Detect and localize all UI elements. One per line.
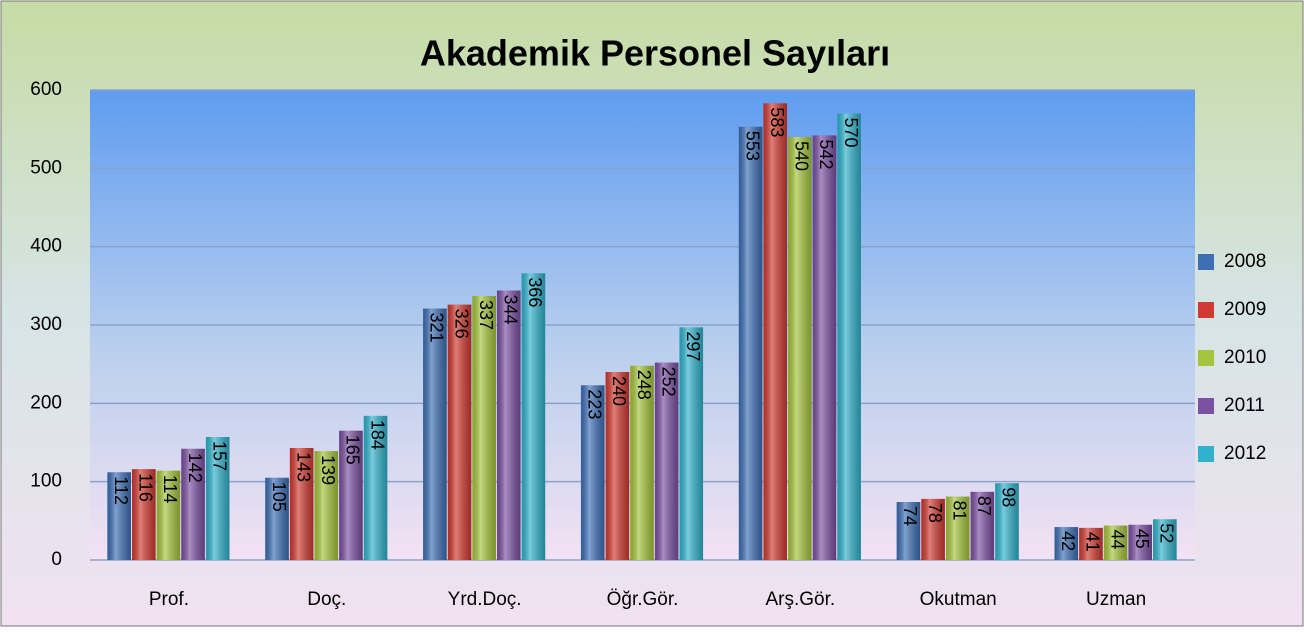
data-label: 143 (293, 452, 313, 482)
data-label: 553 (742, 131, 762, 161)
data-label: 139 (318, 455, 338, 485)
data-label: 366 (525, 277, 545, 307)
bar-shine (1079, 527, 1103, 560)
data-label: 45 (1132, 529, 1152, 549)
bar-shine (107, 472, 131, 560)
data-label: 42 (1058, 531, 1078, 551)
data-label: 81 (949, 501, 969, 521)
bar-shine (630, 365, 654, 560)
legend-swatch (1198, 350, 1214, 366)
bar-shine (605, 372, 630, 560)
bar-shine (265, 477, 289, 560)
x-tick-label: Arş.Gör. (766, 589, 836, 610)
legend-swatch (1198, 398, 1214, 414)
bar-shine (363, 415, 388, 560)
bar-shine (314, 451, 339, 560)
chart-title: Akademik Personel Sayıları (420, 33, 890, 74)
data-label: 184 (367, 420, 387, 450)
data-label: 240 (609, 376, 629, 406)
legend-label: 2011 (1224, 395, 1265, 416)
x-tick-label: Doç. (307, 589, 346, 610)
data-label: 223 (584, 389, 604, 419)
legend-swatch (1198, 302, 1214, 318)
bar-shine (181, 448, 205, 560)
bar-shine (580, 385, 605, 560)
bar-shine (339, 430, 363, 560)
bar-shine (654, 362, 679, 560)
bar-shine (472, 296, 496, 560)
data-label: 105 (269, 482, 289, 512)
y-tick-label: 400 (30, 236, 62, 257)
bar-shine (812, 135, 837, 560)
data-label: 87 (974, 496, 994, 516)
data-label: 44 (1107, 530, 1127, 550)
data-label: 157 (209, 441, 229, 471)
bar-shine (970, 491, 995, 560)
x-tick-label: Prof. (149, 589, 189, 610)
x-tick-label: Okutman (920, 589, 997, 610)
x-tick-label: Yrd.Doç. (448, 589, 522, 610)
data-label: 114 (160, 475, 180, 504)
data-label: 41 (1083, 532, 1103, 552)
bar-shine (945, 496, 970, 560)
data-label: 570 (841, 118, 861, 148)
data-label: 583 (767, 107, 787, 137)
y-tick-label: 600 (30, 79, 62, 100)
data-label: 252 (658, 367, 678, 397)
bar-shine (156, 470, 181, 560)
data-label: 116 (136, 473, 156, 502)
bar-shine (521, 273, 546, 560)
legend-label: 2008 (1224, 251, 1266, 272)
bar-shine (1128, 524, 1153, 560)
legend-label: 2010 (1224, 347, 1266, 368)
x-tick-label: Öğr.Gör. (607, 589, 679, 610)
data-label: 142 (185, 453, 205, 483)
bar-shine (921, 498, 945, 560)
data-label: 326 (451, 309, 471, 339)
y-tick-label: 500 (30, 157, 62, 178)
bar-shine (131, 469, 156, 560)
data-label: 540 (792, 141, 812, 171)
data-label: 165 (343, 435, 363, 465)
data-label: 248 (634, 370, 654, 400)
data-label: 78 (925, 503, 945, 523)
data-label: 297 (683, 331, 703, 361)
bar-shine (763, 103, 788, 561)
bar-shine (995, 483, 1019, 560)
bar-shine (837, 113, 861, 560)
bar-shine (496, 290, 521, 560)
bar-shine (896, 502, 921, 560)
data-label: 337 (476, 300, 496, 330)
bar-shine (738, 126, 763, 561)
data-label: 74 (900, 506, 920, 526)
legend-swatch (1198, 446, 1214, 462)
y-tick-label: 200 (30, 392, 62, 413)
data-label: 98 (999, 487, 1019, 507)
bar-shine (1153, 519, 1177, 560)
bar-shine (423, 308, 447, 560)
y-tick-label: 100 (30, 471, 62, 492)
y-tick-label: 0 (51, 549, 62, 570)
bar-shine (788, 137, 812, 560)
data-label: 321 (427, 313, 447, 343)
y-tick-label: 300 (30, 314, 62, 335)
data-label: 344 (501, 295, 521, 325)
bar-shine (205, 437, 230, 560)
x-tick-label: Uzman (1086, 589, 1146, 610)
bar-shine (289, 447, 314, 560)
data-label: 112 (111, 476, 131, 505)
legend-label: 2009 (1224, 299, 1266, 320)
legend-label: 2012 (1224, 443, 1266, 464)
bar-shine (1103, 525, 1128, 560)
bar-shine (447, 304, 472, 560)
data-label: 52 (1157, 523, 1177, 543)
data-label: 542 (816, 139, 836, 169)
legend-swatch (1198, 254, 1214, 270)
bar-shine (1054, 527, 1079, 560)
bar-shine (679, 327, 704, 560)
